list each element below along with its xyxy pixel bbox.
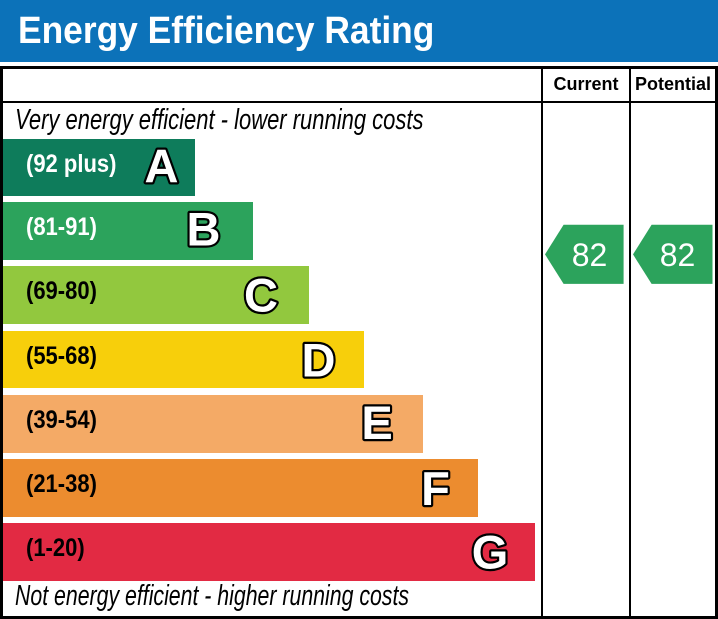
svg-text:D: D xyxy=(302,334,336,387)
svg-text:A: A xyxy=(145,140,179,193)
svg-text:C: C xyxy=(244,269,278,322)
svg-text:82: 82 xyxy=(660,237,696,273)
svg-text:E: E xyxy=(361,396,392,449)
svg-text:F: F xyxy=(421,462,450,515)
svg-text:82: 82 xyxy=(572,237,608,273)
svg-text:B: B xyxy=(187,203,221,256)
svg-text:G: G xyxy=(472,526,509,579)
